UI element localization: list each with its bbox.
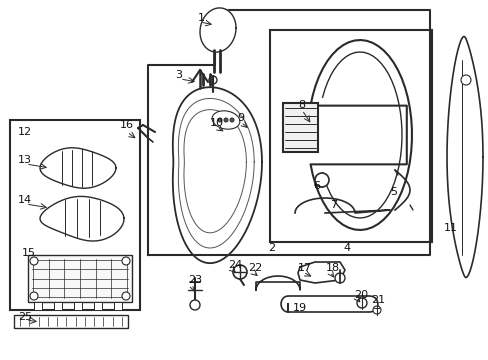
Circle shape	[190, 300, 200, 310]
Text: 8: 8	[297, 100, 305, 110]
Polygon shape	[40, 197, 124, 241]
Text: 17: 17	[297, 263, 311, 273]
Circle shape	[372, 306, 380, 314]
Polygon shape	[172, 87, 262, 263]
Bar	[14, 315, 128, 328]
Text: 6: 6	[312, 181, 319, 191]
Circle shape	[224, 118, 227, 122]
Circle shape	[356, 298, 366, 308]
Bar	[283, 103, 317, 152]
Circle shape	[208, 76, 217, 84]
Polygon shape	[40, 148, 116, 188]
Text: 23: 23	[187, 275, 202, 285]
Text: 10: 10	[209, 118, 224, 128]
Polygon shape	[310, 40, 411, 230]
Polygon shape	[446, 36, 482, 278]
Circle shape	[122, 257, 130, 265]
Polygon shape	[256, 276, 299, 290]
Text: 24: 24	[227, 260, 242, 270]
Text: 21: 21	[370, 295, 385, 305]
Bar	[94, 302, 102, 310]
Polygon shape	[200, 8, 236, 52]
Text: 19: 19	[292, 303, 306, 313]
Text: 15: 15	[22, 248, 36, 258]
Text: 4: 4	[342, 243, 349, 253]
Bar	[54, 302, 62, 310]
Text: 25: 25	[18, 312, 32, 322]
Text: 18: 18	[325, 263, 340, 273]
Bar	[74, 302, 82, 310]
Bar	[114, 302, 122, 310]
Text: 5: 5	[389, 187, 396, 197]
Text: 1: 1	[198, 13, 204, 23]
Text: 7: 7	[329, 200, 336, 210]
Text: 11: 11	[443, 223, 457, 233]
Circle shape	[334, 273, 345, 283]
Circle shape	[122, 292, 130, 300]
Text: 12: 12	[18, 127, 32, 137]
Bar	[34, 302, 42, 310]
Text: 13: 13	[18, 155, 32, 165]
Text: 14: 14	[18, 195, 32, 205]
Circle shape	[232, 265, 246, 279]
Text: 2: 2	[267, 243, 275, 253]
Text: 20: 20	[353, 290, 367, 300]
Circle shape	[460, 75, 470, 85]
Bar	[28, 255, 132, 302]
Text: 3: 3	[175, 70, 182, 80]
Circle shape	[30, 257, 38, 265]
Polygon shape	[148, 10, 429, 255]
Circle shape	[218, 118, 222, 122]
Circle shape	[30, 292, 38, 300]
Text: 16: 16	[120, 120, 134, 130]
Circle shape	[229, 118, 234, 122]
Bar	[269, 30, 431, 242]
Bar	[10, 120, 140, 310]
Polygon shape	[297, 262, 345, 283]
Text: 22: 22	[247, 263, 262, 273]
Text: 9: 9	[237, 113, 244, 123]
Ellipse shape	[212, 111, 240, 129]
Circle shape	[314, 173, 328, 187]
Polygon shape	[281, 296, 377, 312]
